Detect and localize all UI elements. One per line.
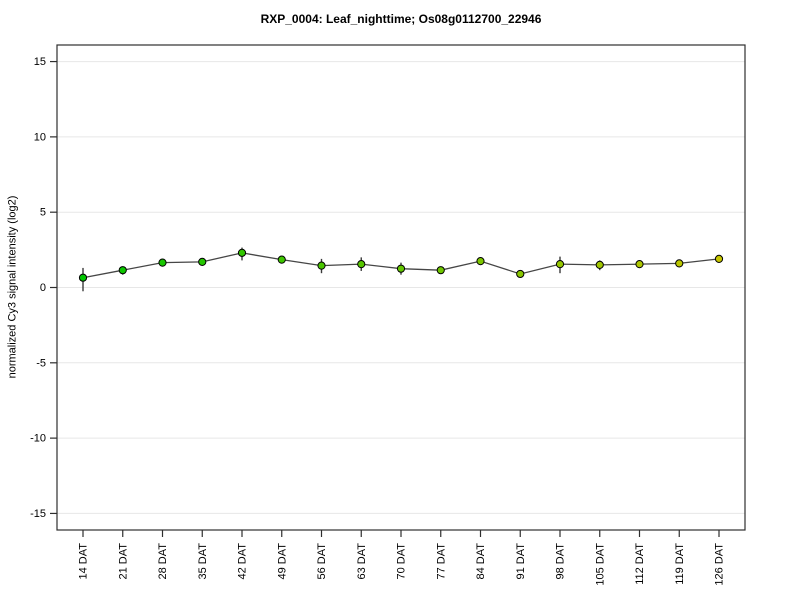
data-point-marker bbox=[675, 259, 684, 268]
data-point-marker bbox=[635, 260, 644, 269]
data-point-marker bbox=[357, 260, 366, 269]
x-tick-label: 84 DAT bbox=[475, 543, 487, 580]
y-tick-label: 5 bbox=[40, 207, 46, 219]
y-tick-label: -5 bbox=[36, 357, 46, 369]
y-tick-label: 10 bbox=[34, 131, 46, 143]
x-tick-label: 14 DAT bbox=[78, 543, 90, 580]
x-tick-label: 49 DAT bbox=[276, 543, 288, 580]
data-point-marker bbox=[237, 248, 247, 257]
y-tick-label: -15 bbox=[30, 508, 46, 520]
data-point-marker bbox=[396, 264, 406, 273]
x-tick-label: 105 DAT bbox=[594, 543, 606, 586]
y-tick-label: -10 bbox=[30, 433, 46, 445]
x-tick-label: 98 DAT bbox=[555, 543, 567, 580]
data-point-marker bbox=[714, 254, 724, 263]
x-tick-label: 56 DAT bbox=[316, 543, 328, 580]
data-point-marker bbox=[158, 258, 167, 267]
x-tick-label: 119 DAT bbox=[674, 543, 686, 585]
x-tick-label: 77 DAT bbox=[435, 543, 447, 580]
x-tick-label: 126 DAT bbox=[714, 543, 726, 586]
data-point-marker bbox=[277, 255, 286, 264]
x-tick-label: 21 DAT bbox=[117, 543, 129, 580]
y-tick-label: 15 bbox=[34, 56, 46, 68]
x-tick-label: 35 DAT bbox=[197, 543, 209, 580]
x-tick-label: 63 DAT bbox=[356, 543, 368, 580]
data-point-marker bbox=[118, 266, 127, 275]
y-tick-label: 0 bbox=[40, 282, 46, 294]
x-tick-label: 112 DAT bbox=[634, 543, 646, 585]
data-point-marker bbox=[595, 260, 604, 270]
data-point-marker bbox=[78, 273, 88, 282]
data-point-marker bbox=[555, 260, 565, 269]
x-tick-label: 28 DAT bbox=[157, 543, 169, 580]
data-point-marker bbox=[317, 261, 326, 270]
data-point-marker bbox=[198, 257, 207, 266]
x-tick-label: 91 DAT bbox=[515, 543, 527, 580]
x-tick-label: 42 DAT bbox=[237, 543, 249, 580]
data-point-marker bbox=[516, 269, 525, 279]
x-tick-label: 70 DAT bbox=[396, 543, 408, 580]
chart-title: RXP_0004: Leaf_nighttime; Os08g0112700_2… bbox=[260, 12, 542, 26]
data-point-marker bbox=[476, 257, 485, 266]
data-point-marker bbox=[436, 266, 445, 275]
